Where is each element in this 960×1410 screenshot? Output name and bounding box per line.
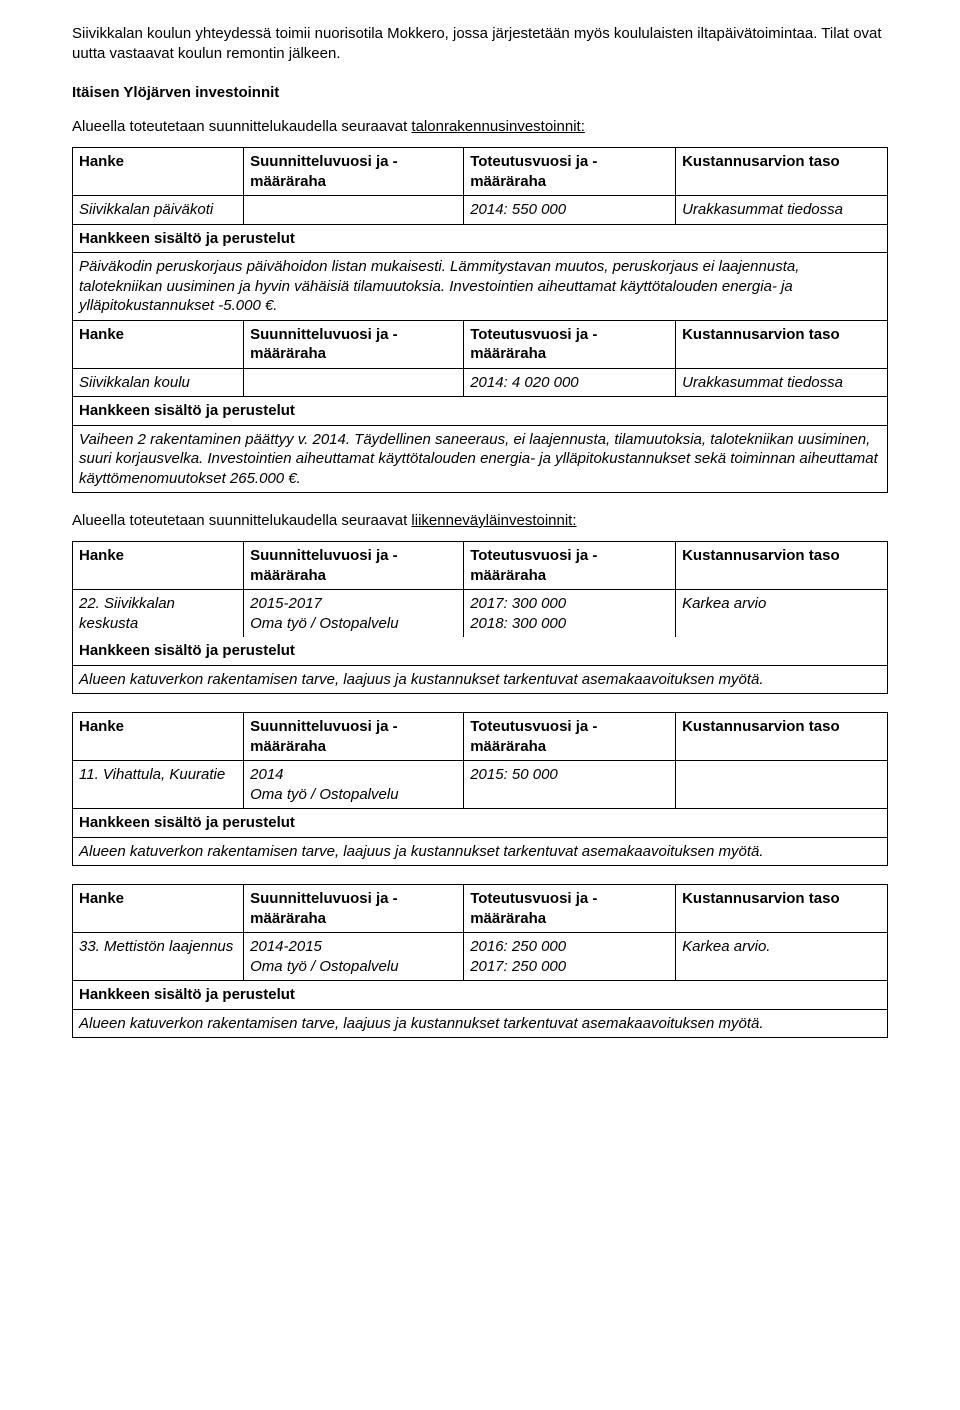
col-suun: Suunnitteluvuosi ja -määräraha bbox=[244, 885, 464, 933]
cell-kust: Karkea arvio. bbox=[676, 933, 888, 981]
document-page: Siivikkalan koulun yhteydessä toimii nuo… bbox=[0, 0, 960, 1410]
cell-sisalto-header: Hankkeen sisältö ja perustelut bbox=[73, 224, 888, 253]
table-subheader-row: Hankkeen sisältö ja perustelut bbox=[73, 981, 888, 1010]
cell-tot: 2014: 4 020 000 bbox=[464, 368, 676, 397]
section-heading-investments: Itäisen Ylöjärven investoinnit bbox=[72, 83, 888, 103]
cell-kust: Karkea arvio bbox=[676, 590, 888, 638]
col-kust: Kustannusarvion taso bbox=[676, 713, 888, 761]
table-row: 22. Siivikkalan keskusta 2015-2017 Oma t… bbox=[73, 590, 888, 638]
col-kust: Kustannusarvion taso bbox=[676, 320, 888, 368]
table-row: Siivikkalan koulu 2014: 4 020 000 Urakka… bbox=[73, 368, 888, 397]
cell-tot: 2016: 250 000 2017: 250 000 bbox=[464, 933, 676, 981]
cell-tot: 2017: 300 000 2018: 300 000 bbox=[464, 590, 676, 638]
col-tot: Toteutusvuosi ja -määräraha bbox=[464, 320, 676, 368]
cell-desc: Alueen katuverkon rakentamisen tarve, la… bbox=[73, 837, 888, 866]
col-hanke: Hanke bbox=[73, 320, 244, 368]
cell-desc: Päiväkodin peruskorjaus päivähoidon list… bbox=[73, 253, 888, 321]
cell-suun: 2014 Oma työ / Ostopalvelu bbox=[244, 761, 464, 809]
cell-tot: 2014: 550 000 bbox=[464, 196, 676, 225]
cell-suun bbox=[244, 368, 464, 397]
cell-desc: Alueen katuverkon rakentamisen tarve, la… bbox=[73, 665, 888, 694]
table-subheader-row: Hankkeen sisältö ja perustelut bbox=[73, 224, 888, 253]
cell-sisalto-header: Hankkeen sisältö ja perustelut bbox=[73, 809, 888, 838]
cell-name: Siivikkalan päiväkoti bbox=[73, 196, 244, 225]
cell-kust: Urakkasummat tiedossa bbox=[676, 196, 888, 225]
col-hanke: Hanke bbox=[73, 542, 244, 590]
cell-suun: 2014-2015 Oma työ / Ostopalvelu bbox=[244, 933, 464, 981]
cell-sisalto-header: Hankkeen sisältö ja perustelut bbox=[73, 981, 888, 1010]
col-kust: Kustannusarvion taso bbox=[676, 542, 888, 590]
investment-table-buildings: Hanke Suunnitteluvuosi ja -määräraha Tot… bbox=[72, 147, 888, 493]
talon-intro: Alueella toteutetaan suunnittelukaudella… bbox=[72, 117, 888, 137]
table-subheader-row: Hankkeen sisältö ja perustelut bbox=[73, 397, 888, 426]
investment-table-22: Hanke Suunnitteluvuosi ja -määräraha Tot… bbox=[72, 541, 888, 694]
table-header-row: Hanke Suunnitteluvuosi ja -määräraha Tot… bbox=[73, 542, 888, 590]
cell-tot: 2015: 50 000 bbox=[464, 761, 676, 809]
table-subheader-row: Hankkeen sisältö ja perustelut bbox=[73, 809, 888, 838]
table-row: 11. Vihattula, Kuuratie 2014 Oma työ / O… bbox=[73, 761, 888, 809]
table-row: Siivikkalan päiväkoti 2014: 550 000 Urak… bbox=[73, 196, 888, 225]
table-header-row: Hanke Suunnitteluvuosi ja -määräraha Tot… bbox=[73, 148, 888, 196]
cell-suun: 2015-2017 Oma työ / Ostopalvelu bbox=[244, 590, 464, 638]
cell-name: Siivikkalan koulu bbox=[73, 368, 244, 397]
table-desc-row: Päiväkodin peruskorjaus päivähoidon list… bbox=[73, 253, 888, 321]
col-suun: Suunnitteluvuosi ja -määräraha bbox=[244, 320, 464, 368]
table-header-row: Hanke Suunnitteluvuosi ja -määräraha Tot… bbox=[73, 713, 888, 761]
col-kust: Kustannusarvion taso bbox=[676, 148, 888, 196]
liikenne-intro-prefix: Alueella toteutetaan suunnittelukaudella… bbox=[72, 512, 411, 529]
table-desc-row: Alueen katuverkon rakentamisen tarve, la… bbox=[73, 665, 888, 694]
col-hanke: Hanke bbox=[73, 713, 244, 761]
cell-desc: Vaiheen 2 rakentaminen päättyy v. 2014. … bbox=[73, 425, 888, 493]
cell-sisalto-header: Hankkeen sisältö ja perustelut bbox=[73, 397, 888, 426]
investment-table-11: Hanke Suunnitteluvuosi ja -määräraha Tot… bbox=[72, 712, 888, 866]
investment-table-33: Hanke Suunnitteluvuosi ja -määräraha Tot… bbox=[72, 884, 888, 1038]
cell-name: 11. Vihattula, Kuuratie bbox=[73, 761, 244, 809]
cell-name: 22. Siivikkalan keskusta bbox=[73, 590, 244, 638]
col-tot: Toteutusvuosi ja -määräraha bbox=[464, 885, 676, 933]
cell-kust bbox=[676, 761, 888, 809]
col-tot: Toteutusvuosi ja -määräraha bbox=[464, 713, 676, 761]
table-subheader-row: Hankkeen sisältö ja perustelut bbox=[73, 637, 888, 665]
cell-desc: Alueen katuverkon rakentamisen tarve, la… bbox=[73, 1009, 888, 1038]
talon-intro-prefix: Alueella toteutetaan suunnittelukaudella… bbox=[72, 118, 411, 135]
col-suun: Suunnitteluvuosi ja -määräraha bbox=[244, 542, 464, 590]
talon-intro-keyword: talonrakennusinvestoinnit: bbox=[411, 118, 584, 135]
table-desc-row: Vaiheen 2 rakentaminen päättyy v. 2014. … bbox=[73, 425, 888, 493]
col-tot: Toteutusvuosi ja -määräraha bbox=[464, 148, 676, 196]
col-kust: Kustannusarvion taso bbox=[676, 885, 888, 933]
liikenne-intro: Alueella toteutetaan suunnittelukaudella… bbox=[72, 511, 888, 531]
intro-paragraph: Siivikkalan koulun yhteydessä toimii nuo… bbox=[72, 24, 888, 65]
cell-suun bbox=[244, 196, 464, 225]
cell-kust: Urakkasummat tiedossa bbox=[676, 368, 888, 397]
table-desc-row: Alueen katuverkon rakentamisen tarve, la… bbox=[73, 837, 888, 866]
table-header-row: Hanke Suunnitteluvuosi ja -määräraha Tot… bbox=[73, 320, 888, 368]
table-row: 33. Mettistön laajennus 2014-2015 Oma ty… bbox=[73, 933, 888, 981]
liikenne-intro-keyword: liikenneväyläinvestoinnit: bbox=[411, 512, 576, 529]
col-suun: Suunnitteluvuosi ja -määräraha bbox=[244, 713, 464, 761]
cell-sisalto-header: Hankkeen sisältö ja perustelut bbox=[73, 637, 888, 665]
table-desc-row: Alueen katuverkon rakentamisen tarve, la… bbox=[73, 1009, 888, 1038]
col-suun: Suunnitteluvuosi ja -määräraha bbox=[244, 148, 464, 196]
col-tot: Toteutusvuosi ja -määräraha bbox=[464, 542, 676, 590]
col-hanke: Hanke bbox=[73, 148, 244, 196]
table-header-row: Hanke Suunnitteluvuosi ja -määräraha Tot… bbox=[73, 885, 888, 933]
col-hanke: Hanke bbox=[73, 885, 244, 933]
cell-name: 33. Mettistön laajennus bbox=[73, 933, 244, 981]
